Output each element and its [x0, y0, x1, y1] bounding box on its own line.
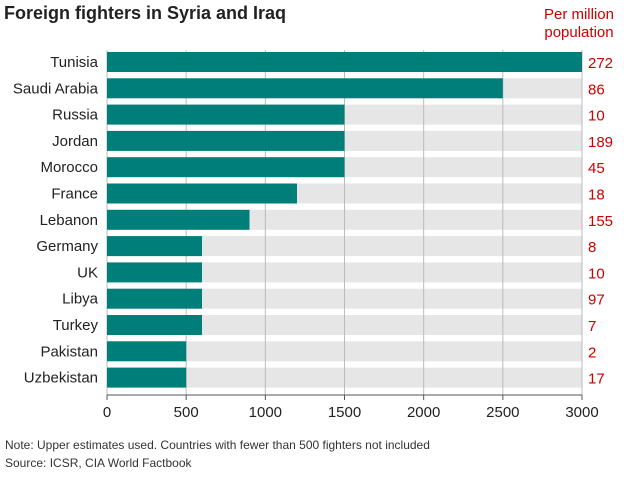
chart-title: Foreign fighters in Syria and Iraq — [4, 3, 287, 23]
category-label: France — [51, 186, 98, 203]
bar — [107, 52, 582, 72]
per-million-label: 45 — [588, 160, 605, 177]
per-million-label: 2 — [588, 344, 596, 361]
category-label: Libya — [62, 291, 99, 308]
x-tick-label: 0 — [103, 404, 111, 421]
bar — [107, 157, 345, 178]
bar — [107, 288, 202, 309]
x-tick-label: 1500 — [328, 404, 361, 421]
category-label: UK — [77, 264, 98, 281]
x-tick-label: 500 — [174, 404, 199, 421]
category-label: Lebanon — [40, 212, 98, 229]
category-label: Tunisia — [50, 54, 98, 71]
per-million-label: 7 — [588, 318, 596, 335]
category-label: Turkey — [53, 317, 99, 334]
category-label: Morocco — [40, 159, 98, 176]
per-million-label: 86 — [588, 81, 605, 98]
per-million-label: 272 — [588, 55, 613, 72]
bar — [107, 183, 297, 204]
footnote: Note: Upper estimates used. Countries wi… — [5, 438, 430, 452]
per-million-header-line1: Per million — [543, 6, 614, 23]
bar — [107, 209, 250, 230]
bar — [107, 262, 202, 283]
bar-chart: Tunisia 272 Saudi Arabia 86 Russia 10 Jordan 18… — [13, 50, 613, 421]
x-tick-label: 2000 — [407, 404, 440, 421]
category-label: Uzbekistan — [24, 370, 98, 387]
bar — [107, 315, 202, 335]
bar — [107, 130, 345, 151]
category-label: Saudi Arabia — [13, 80, 99, 97]
per-million-label: 155 — [588, 213, 613, 230]
bar — [107, 104, 345, 125]
source-note: Source: ICSR, CIA World Factbook — [5, 456, 192, 470]
per-million-header-line2: population — [544, 24, 614, 41]
bar — [107, 236, 202, 257]
per-million-label: 189 — [588, 134, 613, 151]
per-million-label: 97 — [588, 292, 605, 309]
x-tick-label: 3000 — [565, 404, 598, 421]
bar — [107, 367, 187, 388]
per-million-label: 17 — [588, 371, 605, 388]
per-million-label: 10 — [588, 108, 605, 125]
x-tick-label: 2500 — [486, 404, 519, 421]
category-label: Jordan — [52, 133, 98, 150]
category-label: Germany — [36, 238, 98, 255]
category-label: Pakistan — [40, 343, 98, 360]
per-million-label: 18 — [588, 187, 605, 204]
category-label: Russia — [52, 107, 99, 124]
x-tick-label: 1000 — [249, 404, 282, 421]
per-million-label: 8 — [588, 239, 596, 256]
bar — [107, 341, 187, 362]
per-million-header: Per million population — [544, 6, 614, 42]
bar — [107, 78, 503, 99]
per-million-label: 10 — [588, 265, 605, 282]
